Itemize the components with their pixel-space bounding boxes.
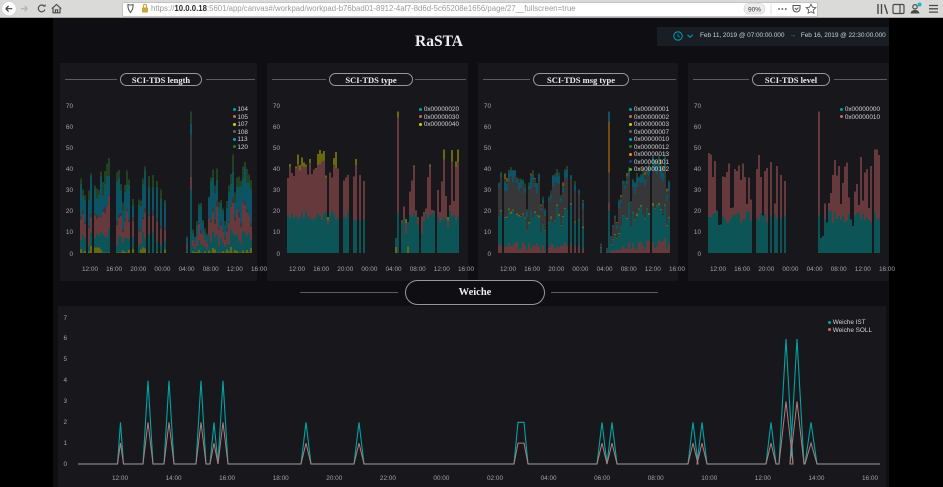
svg-text:90%: 90% <box>748 6 761 13</box>
